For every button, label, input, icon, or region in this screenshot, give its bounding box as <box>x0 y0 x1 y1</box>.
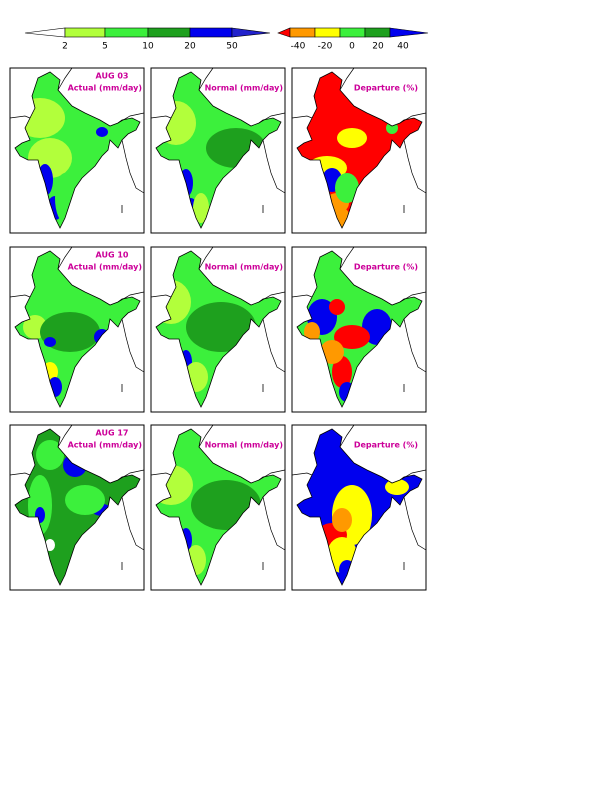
border-line <box>198 246 214 270</box>
map-panel: AUG 17 Actual (mm/day) <box>9 424 145 591</box>
colorbar-label: -20 <box>318 42 333 52</box>
coast-line <box>403 139 427 194</box>
border-line <box>258 469 286 481</box>
panel-date: AUG 10 <box>96 251 129 260</box>
map-region <box>329 299 345 315</box>
border-line <box>117 112 145 124</box>
border-line <box>198 67 214 91</box>
border-line <box>9 294 31 298</box>
colorbar-label: -40 <box>291 42 306 52</box>
border-line <box>399 291 427 303</box>
panel-title: Actual (mm/day) <box>68 441 142 450</box>
coast-line <box>262 496 286 551</box>
border-line <box>258 291 286 303</box>
border-line <box>198 424 214 448</box>
border-line <box>117 469 145 481</box>
map-panel: Departure (%) <box>291 67 427 234</box>
map-region <box>304 322 320 342</box>
colorbar-label: 2 <box>62 42 68 52</box>
colorbar-label: 40 <box>397 42 409 52</box>
colorbar-precip <box>24 27 271 38</box>
colorbar-departure <box>277 27 429 38</box>
map-panel: Normal (mm/day) <box>150 246 286 413</box>
border-line <box>291 115 313 119</box>
coast-line <box>403 318 427 373</box>
map-panel: AUG 10 Actual (mm/day) <box>9 246 145 413</box>
map-region <box>96 127 108 137</box>
map-region <box>307 473 337 497</box>
border-line <box>150 472 172 476</box>
border-line <box>399 112 427 124</box>
panel-date: AUG 17 <box>96 429 129 438</box>
border-line <box>150 294 172 298</box>
coast-line <box>262 318 286 373</box>
panel-title: Normal (mm/day) <box>205 84 283 93</box>
border-line <box>9 472 31 476</box>
map-region <box>193 193 209 223</box>
map-region <box>45 539 55 551</box>
panel-date: AUG 03 <box>96 72 129 81</box>
coast-line <box>121 318 145 373</box>
border-line <box>291 472 313 476</box>
panel-title: Actual (mm/day) <box>68 84 142 93</box>
border-line <box>339 246 355 270</box>
map-panel: AUG 03 Actual (mm/day) <box>9 67 145 234</box>
border-line <box>339 424 355 448</box>
colorbar-label: 20 <box>184 42 196 52</box>
panel-title: Departure (%) <box>354 263 418 272</box>
panel-title: Normal (mm/day) <box>205 441 283 450</box>
border-line <box>57 424 73 448</box>
colorbar-label: 5 <box>102 42 108 52</box>
coast-line <box>262 139 286 194</box>
border-line <box>150 115 172 119</box>
map-panel: Normal (mm/day) <box>150 424 286 591</box>
border-line <box>57 67 73 91</box>
border-line <box>291 294 313 298</box>
border-line <box>399 469 427 481</box>
colorbar-label: 20 <box>372 42 384 52</box>
map-region <box>334 325 370 349</box>
map-region <box>44 337 56 347</box>
panel-title: Departure (%) <box>354 84 418 93</box>
panel-title: Normal (mm/day) <box>205 263 283 272</box>
border-line <box>258 112 286 124</box>
colorbar-label: 50 <box>226 42 238 52</box>
map-region <box>385 479 409 495</box>
coast-line <box>121 496 145 551</box>
coast-line <box>121 139 145 194</box>
map-region <box>332 356 352 388</box>
border-line <box>339 67 355 91</box>
map-region <box>186 302 256 352</box>
colorbar-label: 10 <box>142 42 154 52</box>
coast-line <box>403 496 427 551</box>
border-line <box>9 115 31 119</box>
map-panel: Departure (%) <box>291 246 427 413</box>
panel-title: Departure (%) <box>354 441 418 450</box>
panel-title: Actual (mm/day) <box>68 263 142 272</box>
border-line <box>117 291 145 303</box>
colorbar-label: 0 <box>349 42 355 52</box>
map-region <box>36 440 64 470</box>
map-region <box>65 485 105 515</box>
map-region <box>332 508 352 532</box>
map-region <box>337 128 367 148</box>
map-panel: Departure (%) <box>291 424 427 591</box>
map-region <box>335 173 359 203</box>
map-panel: Normal (mm/day) <box>150 67 286 234</box>
border-line <box>57 246 73 270</box>
